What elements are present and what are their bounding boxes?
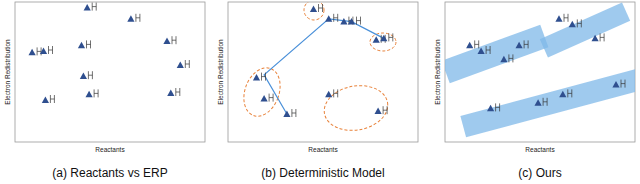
data-point (253, 74, 260, 80)
molecule-icon (389, 33, 393, 41)
link-line (264, 19, 384, 114)
panel: Electron Redistribution Reactants (c) Ours (434, 2, 640, 180)
data-point (569, 21, 576, 27)
data-point (167, 89, 174, 95)
data-point (373, 36, 380, 42)
data-point (487, 105, 494, 111)
x-axis-label: Reactants (308, 146, 338, 153)
molecule-icon (475, 40, 479, 48)
molecule-icon (292, 109, 296, 117)
data-point (84, 4, 91, 10)
molecule-icon (176, 88, 180, 96)
y-axis-label: Electron Redistribution (4, 39, 11, 105)
data-point (612, 81, 619, 87)
data-point (500, 56, 507, 62)
data-point (29, 49, 36, 55)
data-point (535, 99, 542, 105)
molecule-icon (334, 89, 338, 97)
molecule-icon (136, 14, 140, 22)
data-point (310, 5, 317, 11)
figure: Electron Redistribution Reactants (a) Reac… (0, 0, 640, 184)
molecule-icon (49, 46, 53, 54)
data-point (80, 73, 87, 79)
data-point (127, 15, 134, 21)
data-point (86, 91, 93, 97)
molecule-icon (509, 54, 513, 62)
data-point (555, 15, 562, 21)
data-point (516, 42, 523, 48)
plot-area (445, 3, 635, 138)
molecule-icon (543, 98, 547, 106)
molecule-icon (334, 14, 338, 22)
molecule-icon (262, 73, 266, 81)
panel: Electron Redistribution Reactants (a) Reac… (4, 2, 205, 180)
data-point (42, 96, 49, 102)
y-axis-label: Electron Redistribution (217, 39, 224, 105)
molecule-icon (524, 40, 528, 48)
data-point (348, 18, 355, 24)
data-point (478, 47, 485, 53)
cluster-ellipse (237, 63, 286, 122)
data-point (283, 110, 290, 116)
x-axis-label: Reactants (525, 146, 555, 153)
data-point (163, 38, 170, 44)
molecule-icon (357, 17, 361, 25)
molecule-icon (269, 94, 273, 102)
molecule-icon (496, 103, 500, 111)
plot-frame (228, 2, 418, 142)
data-point (177, 61, 184, 67)
panel-caption: (b) Deterministic Model (261, 166, 384, 180)
molecule-icon (88, 71, 92, 79)
data-point (261, 95, 268, 101)
cluster-band (445, 25, 548, 83)
x-axis-label: Reactants (95, 146, 125, 153)
data-point (559, 91, 566, 97)
molecule-icon (319, 4, 323, 12)
data-point (325, 91, 332, 97)
data-point (40, 47, 47, 53)
molecule-icon (172, 36, 176, 44)
molecule-icon (577, 19, 581, 27)
panel: Electron Redistribution Reactants (b) Dete… (217, 0, 418, 180)
molecule-icon (486, 46, 490, 54)
molecule-icon (383, 106, 387, 114)
molecule-icon (37, 47, 41, 55)
molecule-icon (568, 89, 572, 97)
molecule-icon (185, 60, 189, 68)
molecule-icon (564, 14, 568, 22)
molecule-icon (92, 3, 96, 11)
data-point (325, 15, 332, 21)
data-point (466, 42, 473, 48)
cluster-ellipse (304, 2, 324, 20)
data-point (380, 35, 387, 41)
molecule-icon (621, 80, 625, 88)
molecule-icon (50, 95, 54, 103)
panel-caption: (a) Reactants vs ERP (52, 166, 167, 180)
molecule-icon (600, 33, 604, 41)
plot-area (29, 3, 190, 103)
molecule-icon (94, 89, 98, 97)
cluster-ellipse (370, 33, 396, 51)
data-point (340, 18, 347, 24)
data-point (592, 35, 599, 41)
plot-area (237, 2, 396, 135)
cluster-band (540, 3, 630, 58)
panel-caption: (c) Ours (518, 166, 561, 180)
y-axis-label: Electron Redistribution (434, 39, 441, 105)
data-point (78, 42, 85, 48)
molecule-icon (87, 40, 91, 48)
cluster-band (460, 67, 635, 137)
cluster-ellipse (321, 81, 392, 135)
plot-frame (15, 2, 205, 142)
data-point (375, 108, 382, 114)
